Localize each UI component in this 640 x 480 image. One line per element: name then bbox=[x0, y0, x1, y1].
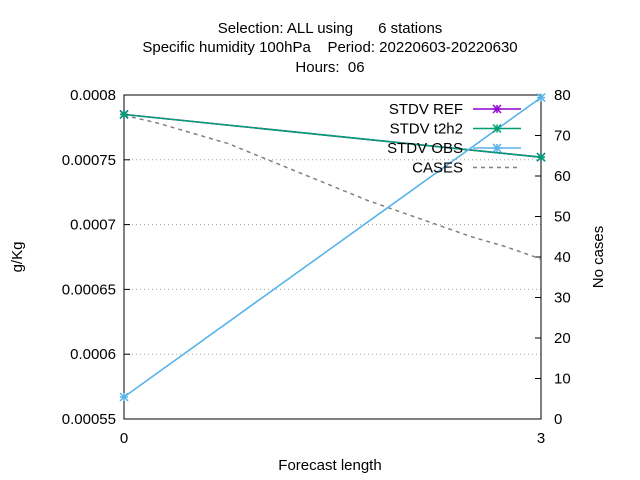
y2-tick-label: 70 bbox=[554, 128, 571, 145]
y2-tick-label: 20 bbox=[554, 330, 571, 347]
legend-marker-stdv-ref bbox=[492, 104, 502, 114]
series-point-stdv-obs bbox=[119, 392, 129, 402]
legend: STDV REF STDV t2h2 STDV OBS CASES bbox=[387, 101, 521, 177]
x-tick-label: 0 bbox=[120, 430, 128, 447]
legend-label-cases: CASES bbox=[412, 160, 463, 177]
grid bbox=[124, 159, 541, 355]
series-layer bbox=[119, 93, 546, 402]
series-point-stdv-t2h2 bbox=[119, 109, 129, 119]
y-tick-label: 0.0007 bbox=[70, 217, 116, 234]
series-point-stdv-obs bbox=[536, 93, 546, 103]
y-axis-label: g/Kg bbox=[9, 242, 26, 273]
y2-tick-label: 50 bbox=[554, 209, 571, 226]
y-tick-label: 0.00065 bbox=[62, 281, 116, 298]
series-line-stdv-t2h2 bbox=[123, 113, 542, 159]
x-axis-label: Forecast length bbox=[278, 457, 381, 474]
y-tick-label: 0.0006 bbox=[70, 346, 116, 363]
y2-tick-label: 30 bbox=[554, 290, 571, 307]
legend-label-stdv-ref: STDV REF bbox=[389, 101, 463, 118]
plot-frame bbox=[123, 94, 542, 420]
y2-tick-label: 60 bbox=[554, 168, 571, 185]
y-axis-ticks: 0.00055 0.0006 0.00065 0.0007 0.00075 0.0008 bbox=[62, 87, 130, 428]
y2-tick-label: 80 bbox=[554, 87, 571, 104]
legend-marker-stdv-obs bbox=[492, 143, 502, 153]
x-tick-label: 3 bbox=[537, 430, 545, 447]
y-tick-label: 0.00075 bbox=[62, 152, 116, 169]
series-point-stdv-t2h2 bbox=[536, 152, 546, 162]
y-tick-label: 0.00055 bbox=[62, 411, 116, 428]
series-line-stdv-obs bbox=[123, 96, 542, 398]
y-tick-label: 0.0008 bbox=[70, 87, 116, 104]
y2-axis-ticks: 0 10 20 30 40 50 60 70 80 bbox=[535, 87, 571, 428]
chart-title-line-2: Specific humidity 100hPa Period: 2022060… bbox=[142, 39, 517, 56]
chart-title-line-1: Selection: ALL using 6 stations bbox=[218, 20, 443, 37]
y2-tick-label: 40 bbox=[554, 249, 571, 266]
y2-tick-label: 10 bbox=[554, 371, 571, 388]
legend-label-stdv-obs: STDV OBS bbox=[387, 140, 463, 157]
y2-tick-label: 0 bbox=[554, 411, 562, 428]
chart-title-line-3: Hours: 06 bbox=[295, 59, 364, 76]
legend-label-stdv-t2h2: STDV t2h2 bbox=[390, 121, 463, 138]
series-line-cases bbox=[123, 114, 542, 260]
y2-axis-label: No cases bbox=[590, 226, 607, 289]
legend-marker-stdv-t2h2 bbox=[492, 123, 502, 134]
